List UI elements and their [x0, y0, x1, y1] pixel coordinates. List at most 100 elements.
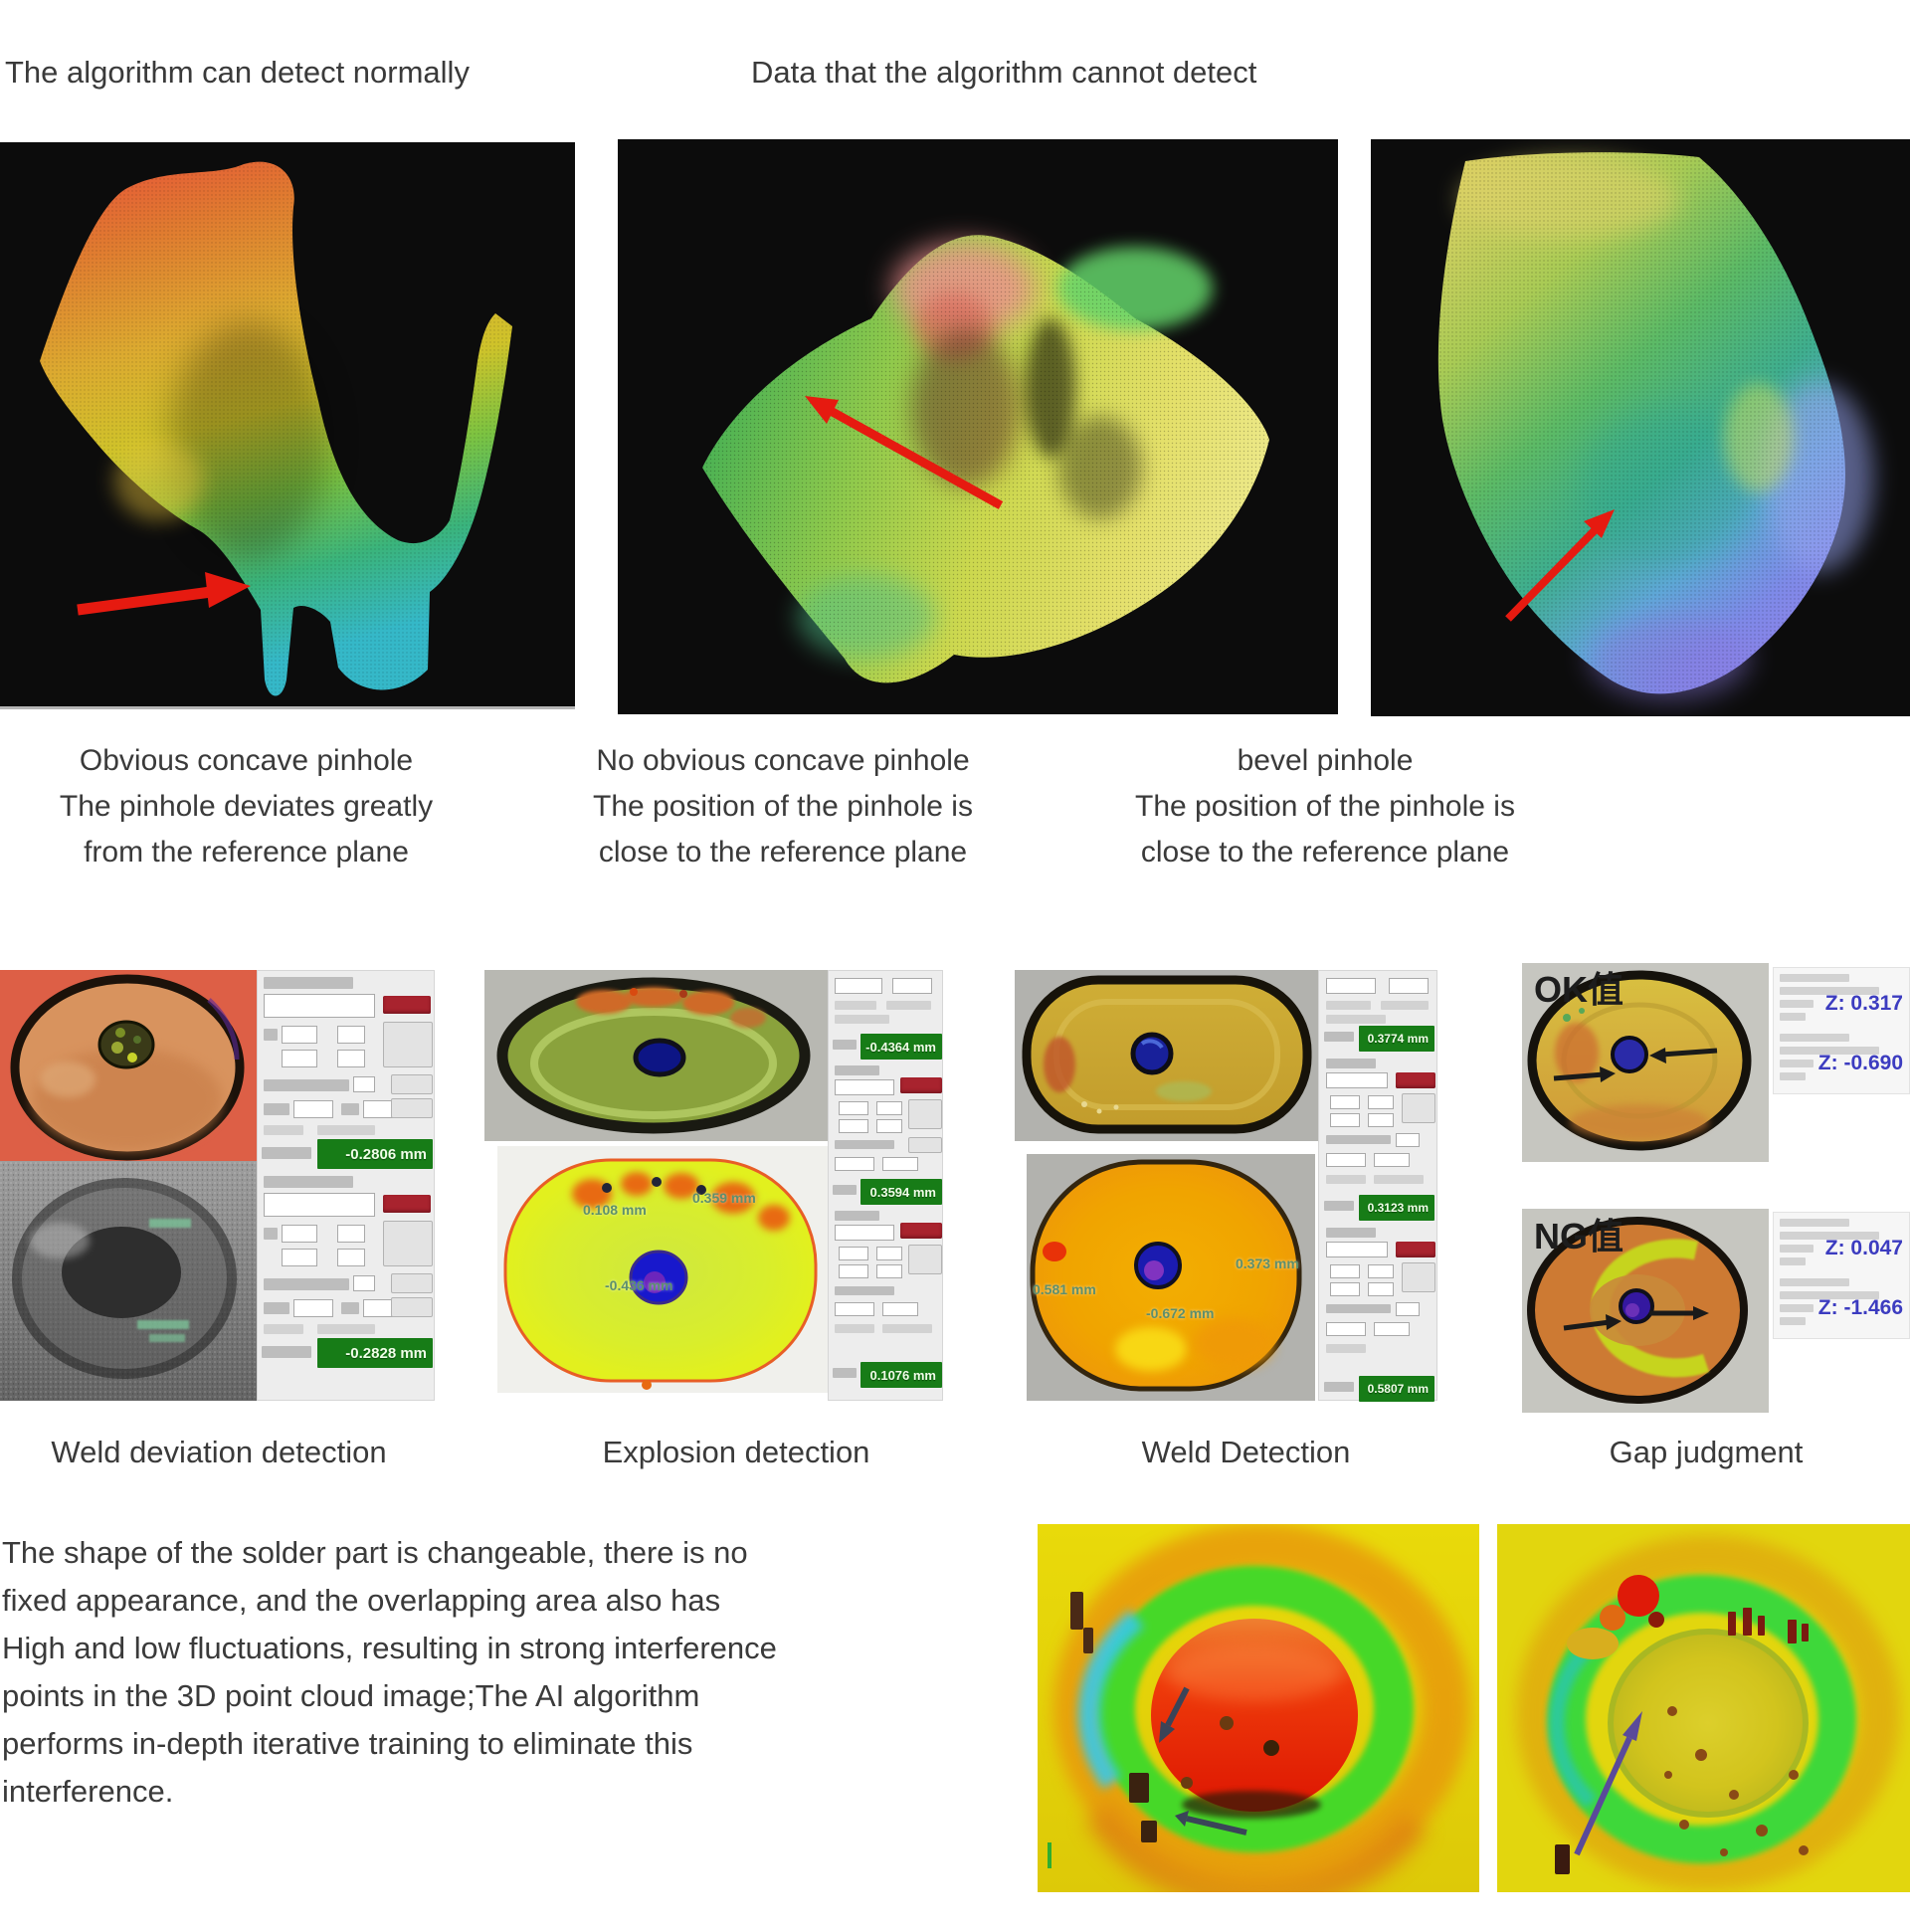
- z-value-card-ok: Z: 0.317 Z: -0.690: [1773, 967, 1910, 1094]
- paragraph-line: performs in-depth iterative training to …: [2, 1726, 693, 1761]
- text-stub: [341, 1103, 359, 1115]
- parameter-input[interactable]: [1368, 1095, 1394, 1109]
- secondary-button[interactable]: [383, 1221, 433, 1266]
- red-action-button[interactable]: [383, 996, 431, 1014]
- parameter-input[interactable]: [293, 1299, 333, 1317]
- secondary-button[interactable]: [1402, 1262, 1435, 1292]
- parameter-input[interactable]: [1326, 978, 1376, 994]
- red-action-button[interactable]: [383, 1195, 431, 1213]
- z-value: Z: 0.317: [1824, 992, 1903, 1015]
- secondary-button[interactable]: [391, 1273, 433, 1293]
- parameter-input[interactable]: [282, 1225, 317, 1243]
- parameter-input[interactable]: [293, 1100, 333, 1118]
- text-stub: [1780, 1317, 1806, 1325]
- parameter-input[interactable]: [1374, 1153, 1410, 1167]
- parameter-input[interactable]: [282, 1050, 317, 1067]
- parameter-input[interactable]: [876, 1247, 902, 1260]
- parameter-input[interactable]: [1326, 1072, 1388, 1088]
- measurement-annotation: 0.359 mm: [692, 1190, 756, 1206]
- secondary-button[interactable]: [908, 1137, 942, 1153]
- parameter-input[interactable]: [1330, 1264, 1360, 1278]
- gap-ok-photo: [1522, 963, 1769, 1162]
- parameter-input[interactable]: [835, 978, 882, 994]
- text-stub: [1324, 1382, 1354, 1392]
- text-stub: [1326, 1135, 1391, 1144]
- parameter-input[interactable]: [264, 994, 375, 1018]
- parameter-input[interactable]: [835, 1157, 874, 1171]
- parameter-input[interactable]: [1330, 1095, 1360, 1109]
- caption-line: No obvious concave pinhole: [596, 744, 970, 777]
- parameter-input[interactable]: [337, 1225, 365, 1243]
- parameter-input[interactable]: [1330, 1113, 1360, 1127]
- parameter-input[interactable]: [337, 1026, 365, 1044]
- red-action-button[interactable]: [1396, 1072, 1435, 1088]
- parameter-input[interactable]: [353, 1275, 375, 1291]
- parameter-input[interactable]: [282, 1249, 317, 1266]
- result-value: -0.4364 mm: [860, 1034, 942, 1060]
- parameter-input[interactable]: [839, 1264, 868, 1278]
- parameter-input[interactable]: [1368, 1282, 1394, 1296]
- measurement-sidebar-1: -0.2806 mm -0.2828 mm: [257, 970, 435, 1401]
- text-stub: [1780, 1013, 1806, 1021]
- text-stub: [1780, 1047, 1879, 1055]
- parameter-input[interactable]: [1326, 1242, 1388, 1257]
- point-cloud-panel-3: [1371, 139, 1910, 716]
- red-action-button[interactable]: [1396, 1242, 1435, 1257]
- caption-line: close to the reference plane: [1140, 836, 1510, 869]
- caption-2: No obvious concave pinhole The position …: [534, 738, 1032, 875]
- parameter-input[interactable]: [839, 1101, 868, 1115]
- text-stub: [1324, 1201, 1354, 1211]
- parameter-input[interactable]: [1330, 1282, 1360, 1296]
- text-stub: [264, 1278, 349, 1290]
- measurement-sidebar-3: 0.3774 mm 0.3123 mm 0.5807 mm: [1318, 970, 1437, 1402]
- parameter-input[interactable]: [1374, 1322, 1410, 1336]
- parameter-input[interactable]: [835, 1079, 894, 1095]
- parameter-input[interactable]: [876, 1101, 902, 1115]
- parameter-input[interactable]: [839, 1247, 868, 1260]
- parameter-input[interactable]: [876, 1264, 902, 1278]
- parameter-input[interactable]: [835, 1225, 894, 1241]
- red-action-button[interactable]: [900, 1077, 942, 1093]
- caption-line: The position of the pinhole is: [1135, 790, 1515, 823]
- parameter-input[interactable]: [1326, 1322, 1366, 1336]
- parameter-input[interactable]: [337, 1050, 365, 1067]
- secondary-button[interactable]: [391, 1098, 433, 1118]
- parameter-input[interactable]: [839, 1119, 868, 1133]
- parameter-input[interactable]: [882, 1302, 918, 1316]
- parameter-input[interactable]: [337, 1249, 365, 1266]
- parameter-input[interactable]: [1389, 978, 1429, 994]
- text-stub: [833, 1368, 857, 1378]
- parameter-input[interactable]: [882, 1157, 918, 1171]
- paragraph-line: points in the 3D point cloud image;The A…: [2, 1678, 700, 1713]
- parameter-input[interactable]: [1326, 1153, 1366, 1167]
- caption-1: Obvious concave pinhole The pinhole devi…: [0, 738, 492, 875]
- secondary-button[interactable]: [391, 1297, 433, 1317]
- point-cloud-visual-2: [702, 235, 1269, 683]
- parameter-input[interactable]: [1396, 1133, 1420, 1147]
- paragraph-line: The shape of the solder part is changeab…: [2, 1535, 748, 1570]
- red-action-button[interactable]: [900, 1223, 942, 1239]
- result-value: 0.3123 mm: [1359, 1195, 1434, 1221]
- secondary-button[interactable]: [908, 1245, 942, 1274]
- parameter-input[interactable]: [264, 1193, 375, 1217]
- secondary-button[interactable]: [383, 1022, 433, 1067]
- parameter-input[interactable]: [1368, 1113, 1394, 1127]
- parameter-input[interactable]: [835, 1302, 874, 1316]
- text-stub: [262, 1346, 311, 1358]
- text-stub: [835, 1211, 879, 1221]
- secondary-button[interactable]: [1402, 1093, 1435, 1123]
- parameter-input[interactable]: [1368, 1264, 1394, 1278]
- text-stub: [1780, 1219, 1849, 1227]
- z-value: Z: -1.466: [1817, 1296, 1903, 1319]
- secondary-button[interactable]: [391, 1074, 433, 1094]
- weld-detection-photo-top: [1015, 970, 1318, 1141]
- parameter-input[interactable]: [282, 1026, 317, 1044]
- parameter-input[interactable]: [876, 1119, 902, 1133]
- secondary-button[interactable]: [908, 1099, 942, 1129]
- parameter-input[interactable]: [892, 978, 932, 994]
- parameter-input[interactable]: [353, 1076, 375, 1092]
- red-arrow-icon: [805, 396, 1004, 509]
- weld-deviation-photo-bottom: [0, 1161, 257, 1401]
- parameter-input[interactable]: [1396, 1302, 1420, 1316]
- text-stub: [835, 1324, 874, 1333]
